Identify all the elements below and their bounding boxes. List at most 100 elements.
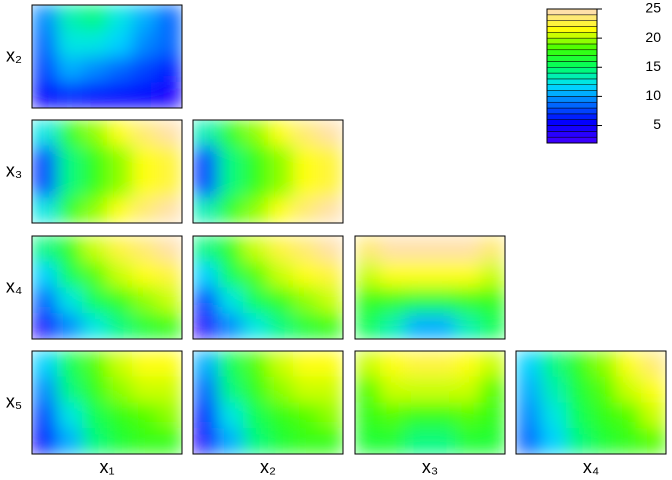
contour-cell: [32, 5, 58, 32]
contour-cell: [218, 145, 244, 172]
contour-cell: [268, 376, 294, 403]
contour-cell: [32, 351, 58, 378]
contour-cell: [641, 351, 666, 378]
contour-cell: [107, 5, 133, 32]
contour-cell: [218, 376, 244, 403]
contour-cell: [293, 376, 319, 403]
panel-fill: [32, 5, 182, 108]
contour-cell: [107, 171, 133, 198]
contour-cell: [82, 171, 108, 198]
contour-cell: [132, 5, 158, 32]
contour-panel: [32, 120, 182, 223]
panel-frame: [515, 350, 667, 455]
contour-cell: [132, 82, 158, 108]
contour-cell: [57, 171, 83, 198]
contour-cell: [293, 428, 319, 454]
contour-cell: [57, 428, 83, 454]
legend-band: [546, 119, 598, 126]
contour-cell: [405, 428, 431, 454]
contour-cell: [480, 313, 505, 339]
panel-fill: [355, 236, 505, 339]
contour-cell: [157, 287, 182, 314]
legend-tick-label: 15: [645, 58, 661, 74]
contour-cell: [616, 402, 642, 429]
contour-cell: [57, 145, 83, 172]
contour-cell: [516, 428, 542, 454]
contour-cell: [591, 402, 617, 429]
contour-cell: [318, 313, 343, 339]
legend-band: [546, 20, 598, 27]
contour-cell: [405, 313, 431, 339]
contour-cell: [193, 313, 219, 339]
contour-cell: [57, 376, 83, 403]
contour-cell: [480, 351, 505, 378]
contour-cell: [107, 82, 133, 108]
contour-cell: [243, 351, 269, 378]
contour-cell: [32, 171, 58, 198]
contour-cell: [82, 120, 108, 147]
contour-cell: [541, 428, 567, 454]
contour-panel: [193, 120, 343, 223]
contour-cell: [132, 313, 158, 339]
contour-cell: [157, 261, 182, 288]
contour-cell: [82, 56, 108, 83]
contour-cell: [318, 145, 343, 172]
contour-cell: [405, 376, 431, 403]
contour-panel: [193, 236, 343, 339]
contour-cell: [268, 197, 294, 223]
contour-cell: [57, 30, 83, 57]
contour-cell: [566, 402, 592, 429]
contour-cell: [132, 120, 158, 147]
contour-cell: [318, 376, 343, 403]
contour-cell: [57, 82, 83, 108]
contour-cell: [380, 402, 406, 429]
contour-cell: [32, 261, 58, 288]
contour-cell: [318, 402, 343, 429]
contour-cell: [480, 236, 505, 263]
contour-cell: [591, 376, 617, 403]
contour-cell: [516, 376, 542, 403]
row-label: x₄: [6, 276, 22, 296]
contour-panel: [355, 236, 505, 339]
legend-band: [546, 136, 598, 144]
contour-cell: [193, 145, 219, 172]
legend-band: [546, 72, 598, 80]
legend-band: [546, 107, 598, 115]
contour-cell: [355, 313, 381, 339]
contour-cell: [57, 287, 83, 314]
contour-cell: [218, 402, 244, 429]
contour-cell: [355, 236, 381, 263]
contour-cell: [107, 120, 133, 147]
contour-cell: [455, 428, 481, 454]
contour-cell: [157, 120, 182, 147]
contour-cell: [57, 261, 83, 288]
contour-cell: [82, 82, 108, 108]
legend-tick-label: 25: [645, 0, 661, 16]
contour-cell: [57, 351, 83, 378]
contour-cell: [32, 30, 58, 57]
contour-cell: [157, 197, 182, 223]
contour-cell: [107, 402, 133, 429]
contour-cell: [157, 402, 182, 429]
contour-cell: [355, 402, 381, 429]
contour-cell: [355, 428, 381, 454]
contour-cell: [541, 376, 567, 403]
contour-cell: [430, 313, 456, 339]
contour-cell: [293, 120, 319, 147]
contour-cell: [157, 30, 182, 57]
contour-cell: [82, 197, 108, 223]
contour-cell: [268, 351, 294, 378]
legend-band: [546, 14, 598, 21]
contour-cell: [268, 120, 294, 147]
panel-frame: [192, 350, 344, 455]
contour-cell: [82, 30, 108, 57]
legend-band: [546, 101, 598, 109]
legend-band: [546, 8, 598, 16]
contour-cell: [157, 5, 182, 32]
contour-cell: [82, 5, 108, 32]
contour-cell: [243, 145, 269, 172]
contour-cell: [32, 82, 58, 108]
contour-cell: [107, 351, 133, 378]
contour-cell: [57, 236, 83, 263]
